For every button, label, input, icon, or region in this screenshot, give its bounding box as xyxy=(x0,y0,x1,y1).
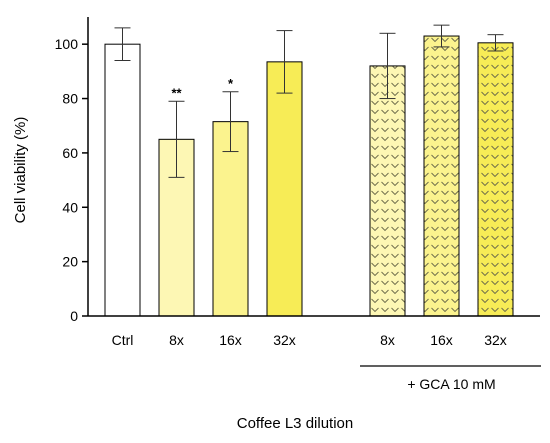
bar-16x xyxy=(212,121,249,317)
x-tick-label: 8x xyxy=(380,332,395,348)
x-tick-label: Ctrl xyxy=(112,332,134,348)
x-tick-label: 16x xyxy=(219,332,242,348)
bar-32x xyxy=(266,61,303,317)
group-labels: + GCA 10 mM xyxy=(360,365,541,392)
y-ticks: 0 20 40 60 80 100 xyxy=(55,36,88,324)
y-tick-label: 80 xyxy=(62,91,78,107)
significance-label: ** xyxy=(171,85,182,100)
significance-label: * xyxy=(228,76,234,91)
y-tick-label: 60 xyxy=(62,145,78,161)
x-tick-labels: Ctrl 8x 16x 32x 8x 16x 32x xyxy=(112,332,507,348)
group-label: + GCA 10 mM xyxy=(407,376,495,392)
bars-layer xyxy=(104,35,514,317)
significance-layer: *** xyxy=(171,76,234,101)
error-bars-layer xyxy=(114,24,504,178)
bar-8x-gca xyxy=(369,65,406,317)
bar-32x-gca xyxy=(477,42,514,317)
y-axis-title: Cell viability (%) xyxy=(12,117,29,224)
x-tick-label: 16x xyxy=(430,332,453,348)
bar-16x-gca xyxy=(423,35,460,317)
x-tick-label: 32x xyxy=(273,332,296,348)
y-tick-label: 0 xyxy=(70,308,78,324)
bar-Ctrl xyxy=(104,43,141,317)
x-axis-title: Coffee L3 dilution xyxy=(237,415,353,432)
y-tick-label: 40 xyxy=(62,199,78,215)
y-tick-label: 100 xyxy=(55,36,79,52)
x-tick-label: 8x xyxy=(169,332,184,348)
x-tick-label: 32x xyxy=(484,332,507,348)
y-tick-label: 20 xyxy=(62,254,78,270)
